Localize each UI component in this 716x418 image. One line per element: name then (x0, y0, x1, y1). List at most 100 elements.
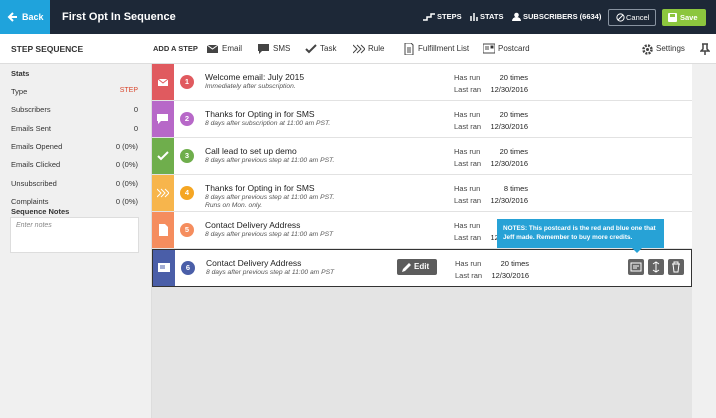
stat-value: 0 (0%) (115, 178, 138, 188)
stat-value: STEP (119, 87, 138, 94)
step-icon (157, 151, 169, 161)
step-subtitle: 8 days after previous step at 11:00 am P… (205, 194, 335, 201)
stat-label: Unsubscribed (11, 178, 57, 188)
last-ran-label: Last ran (454, 233, 482, 242)
steps-icon (423, 13, 435, 21)
step-subtitle: Runs on Mon. only. (205, 202, 263, 209)
add-step-button[interactable]: Rule (368, 44, 385, 53)
step-number: 2 (180, 112, 194, 126)
row-action-button[interactable] (668, 259, 684, 275)
nav-stats[interactable]: STATS (480, 12, 504, 21)
last-ran-value: 12/30/2016 (490, 85, 528, 94)
last-ran-label: Last ran (454, 196, 482, 205)
stat-label: Type (11, 87, 28, 96)
last-ran-label: Last ran (454, 122, 482, 131)
has-run-label: Has run (454, 221, 481, 230)
last-ran-value: 12/30/2016 (490, 196, 528, 205)
has-run-value: 20 times (499, 147, 528, 156)
last-ran-label: Last ran (455, 271, 483, 280)
tooltip-arrow (632, 248, 642, 253)
step-number: 1 (180, 75, 194, 89)
settings-button[interactable]: Settings (656, 44, 685, 53)
action-icon (404, 43, 414, 55)
note-tooltip: NOTES: This postcard is the red and blue… (497, 219, 664, 248)
add-step-button[interactable]: Email (222, 44, 243, 53)
last-ran-value: 12/30/2016 (490, 159, 528, 168)
edit-button[interactable]: Edit (397, 259, 437, 275)
has-run-value: 8 times (503, 184, 528, 193)
add-step-button[interactable]: Task (320, 44, 337, 53)
step-strip (152, 175, 174, 211)
top-bar (0, 0, 716, 34)
step-icon (157, 188, 169, 198)
step-icon (157, 114, 168, 124)
scrollbar (692, 64, 716, 418)
action-icon (353, 44, 365, 54)
step-number: 5 (180, 223, 194, 237)
row-action-icon (630, 262, 642, 272)
last-ran-value: 12/30/2016 (491, 271, 529, 280)
subscribers-icon (512, 12, 521, 21)
step-row[interactable]: 1 Welcome email: July 2015 Immediately aft… (152, 64, 692, 101)
stat-value: 0 (0%) (115, 160, 138, 170)
save-icon (668, 13, 677, 22)
stat-label: Emails Sent (11, 123, 52, 133)
step-icon (158, 263, 170, 272)
stat-value: 0 (133, 105, 138, 115)
add-step-button[interactable]: SMS (273, 44, 291, 53)
add-step-label: ADD A STEP (153, 44, 198, 53)
step-title: Contact Delivery Address (205, 220, 301, 230)
step-row[interactable]: 3 Call lead to set up demo 8 days after pr… (152, 138, 692, 175)
stat-label: Emails Clicked (11, 160, 61, 170)
cancel-icon (616, 13, 625, 22)
step-subtitle: Immediately after subscription. (205, 83, 296, 90)
edit-icon (402, 263, 411, 272)
step-subtitle: 8 days after previous step at 11:00 am P… (205, 157, 335, 164)
toolbar (0, 34, 716, 64)
step-row[interactable]: 2 Thanks for Opting in for SMS 8 days afte… (152, 101, 692, 138)
settings-icon (642, 44, 653, 55)
step-title: Call lead to set up demo (205, 146, 297, 156)
nav-subscribers[interactable]: SUBSCRIBERS (6634) (523, 12, 602, 21)
action-icon (258, 44, 269, 54)
add-step-button[interactable]: Fulfillment List (418, 44, 470, 53)
step-subtitle: 8 days after previous step at 11:00 am P… (206, 269, 335, 276)
has-run-value: 20 times (499, 110, 528, 119)
action-icon (207, 44, 219, 53)
step-title: Contact Delivery Address (206, 258, 302, 268)
step-number: 4 (180, 186, 194, 200)
notes-title: Sequence Notes (11, 207, 70, 216)
last-ran-label: Last ran (454, 85, 482, 94)
pin-icon[interactable] (700, 43, 710, 55)
action-icon (305, 44, 317, 54)
has-run-label: Has run (455, 259, 482, 268)
stats-icon (470, 13, 478, 21)
step-number: 3 (180, 149, 194, 163)
has-run-label: Has run (454, 147, 481, 156)
notes-input[interactable]: Enter notes (10, 217, 139, 253)
nav-steps[interactable]: STEPS (437, 12, 462, 21)
step-row[interactable]: 4 Thanks for Opting in for SMS 8 days afte… (152, 175, 692, 212)
action-icon (483, 43, 495, 54)
step-icon (159, 224, 168, 236)
step-title: Thanks for Opting in for SMS (205, 183, 315, 193)
has-run-value: 20 times (499, 73, 528, 82)
back-icon (7, 12, 17, 22)
row-action-icon (672, 261, 680, 273)
page-title: First Opt In Sequence (62, 11, 176, 23)
step-title: Welcome email: July 2015 (205, 72, 305, 82)
stat-value: 0 (0%) (115, 141, 138, 151)
add-step-button[interactable]: Postcard (498, 44, 530, 53)
cancel-button[interactable]: Cancel (608, 9, 656, 26)
last-ran-value: 12/30/2016 (490, 122, 528, 131)
last-ran-label: Last ran (454, 159, 482, 168)
has-run-label: Has run (454, 73, 481, 82)
step-subtitle: 8 days after subscription at 11:00 am PS… (205, 120, 331, 127)
stats-title: Stats (11, 69, 30, 78)
stat-value: 0 (133, 123, 138, 133)
section-title: STEP SEQUENCE (11, 44, 84, 54)
stat-label: Emails Opened (11, 141, 63, 151)
has-run-label: Has run (454, 110, 481, 119)
stat-value: 0 (0%) (115, 196, 138, 206)
